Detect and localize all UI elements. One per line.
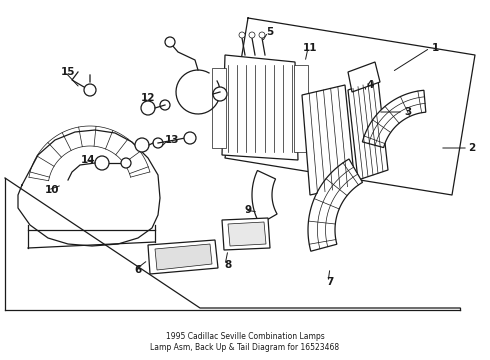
Text: 15: 15	[61, 67, 75, 77]
Text: 3: 3	[404, 107, 412, 117]
Circle shape	[259, 32, 265, 38]
Text: 5: 5	[267, 27, 273, 37]
Text: 1995 Cadillac Seville Combination Lamps
Lamp Asm, Back Up & Tail Diagram for 165: 1995 Cadillac Seville Combination Lamps …	[150, 332, 340, 352]
Polygon shape	[302, 85, 355, 195]
Text: 4: 4	[367, 80, 374, 90]
Text: 6: 6	[134, 265, 142, 275]
Circle shape	[95, 156, 109, 170]
Polygon shape	[252, 171, 277, 224]
Circle shape	[184, 132, 196, 144]
Polygon shape	[222, 218, 270, 250]
Polygon shape	[363, 90, 426, 148]
Polygon shape	[228, 222, 266, 246]
Circle shape	[84, 84, 96, 96]
Circle shape	[141, 101, 155, 115]
Polygon shape	[348, 62, 380, 92]
Circle shape	[213, 87, 227, 101]
Text: 12: 12	[141, 93, 155, 103]
Circle shape	[239, 32, 245, 38]
Text: 8: 8	[224, 260, 232, 270]
Circle shape	[165, 37, 175, 47]
Polygon shape	[155, 244, 212, 270]
Circle shape	[135, 138, 149, 152]
Text: 13: 13	[165, 135, 179, 145]
Polygon shape	[294, 65, 308, 152]
Text: 1: 1	[431, 43, 439, 53]
Circle shape	[160, 100, 170, 110]
Circle shape	[121, 158, 131, 168]
Polygon shape	[148, 240, 218, 274]
Circle shape	[249, 32, 255, 38]
Text: 7: 7	[326, 277, 334, 287]
Polygon shape	[308, 159, 363, 251]
Text: 10: 10	[45, 185, 59, 195]
Polygon shape	[348, 80, 388, 180]
Text: 11: 11	[303, 43, 317, 53]
Circle shape	[153, 138, 163, 148]
Text: 2: 2	[468, 143, 476, 153]
Polygon shape	[212, 68, 226, 148]
Text: 9: 9	[245, 205, 251, 215]
Text: 14: 14	[81, 155, 96, 165]
Polygon shape	[222, 55, 298, 160]
